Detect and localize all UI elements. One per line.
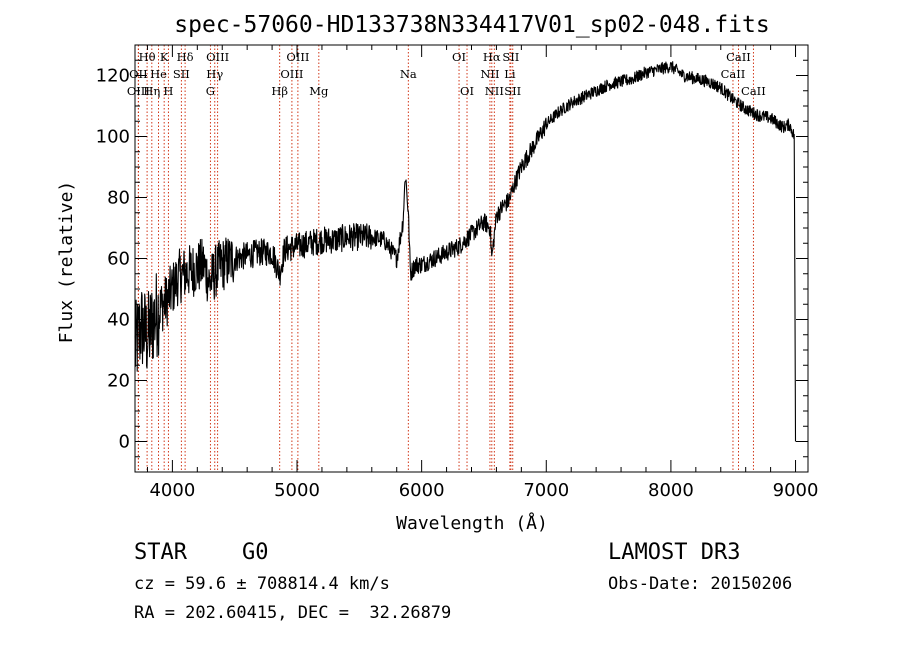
- x-tick-label-2: 6000: [399, 480, 445, 501]
- object-class: STAR: [134, 540, 187, 565]
- x-tick-label-4: 8000: [648, 480, 694, 501]
- line-label-7: SII: [502, 50, 519, 64]
- line-label-8: CaII: [726, 50, 751, 64]
- y-tick-label-1: 20: [107, 371, 130, 392]
- y-tick-label-3: 60: [107, 249, 130, 270]
- x-axis-ticks: 4000 5000 6000 7000 8000 9000: [146, 45, 819, 501]
- line-label-9: OII: [129, 67, 148, 81]
- spectrum-line: [134, 61, 797, 442]
- line-label-4: OIII: [286, 50, 309, 64]
- y-axis-ticks: 0 20 40 60 80 100 120: [96, 59, 808, 458]
- line-label-17: CaII: [721, 67, 746, 81]
- y-axis-label: Flux (relative): [56, 181, 77, 344]
- line-label-12: Hγ: [206, 67, 223, 81]
- line-label-16: Li: [504, 67, 516, 81]
- redshift-text: cz = 59.6 ± 708814.4 km/s: [134, 574, 390, 594]
- line-label-15: NII: [480, 67, 499, 81]
- line-label-25: NII: [485, 84, 504, 98]
- line-label-2: Hδ: [177, 50, 194, 64]
- line-label-22: Hβ: [271, 84, 288, 98]
- line-label-14: Na: [400, 67, 417, 81]
- line-label-0: Hθ: [139, 50, 156, 64]
- x-axis-label: Wavelength (Å): [396, 512, 548, 534]
- line-label-19: Hη: [143, 84, 160, 98]
- line-label-3: OIII: [206, 50, 229, 64]
- y-tick-label-6: 120: [96, 66, 130, 87]
- line-label-27: CaII: [741, 84, 766, 98]
- spectral-line-markers: [137, 45, 754, 472]
- line-label-23: Mg: [309, 84, 329, 98]
- y-tick-label-4: 80: [107, 188, 130, 209]
- line-label-1: K: [160, 50, 169, 64]
- line-label-26: SII: [504, 84, 521, 98]
- line-label-10: He: [150, 67, 167, 81]
- obs-date: Obs-Date: 20150206: [608, 574, 793, 594]
- chart-title: spec-57060-HD133738N334417V01_sp02-048.f…: [174, 12, 769, 38]
- x-tick-label-3: 7000: [523, 480, 569, 501]
- line-label-5: OI: [452, 50, 466, 64]
- y-tick-label-5: 100: [96, 127, 130, 148]
- y-tick-label-2: 40: [107, 310, 130, 331]
- coordinates: RA = 202.60415, DEC = 32.26879: [134, 603, 452, 623]
- line-label-20: H: [163, 84, 173, 98]
- x-tick-label-1: 5000: [274, 480, 320, 501]
- survey-name: LAMOST DR3: [608, 540, 741, 565]
- line-label-13: OIII: [280, 67, 303, 81]
- line-label-11: SII: [173, 67, 190, 81]
- y-tick-label-0: 0: [119, 432, 130, 453]
- line-label-21: G: [206, 84, 215, 98]
- line-label-24: OI: [460, 84, 474, 98]
- x-tick-label-0: 4000: [149, 480, 195, 501]
- x-tick-label-5: 9000: [773, 480, 819, 501]
- object-subclass: G0: [242, 540, 269, 565]
- line-label-6: Hα: [483, 50, 501, 64]
